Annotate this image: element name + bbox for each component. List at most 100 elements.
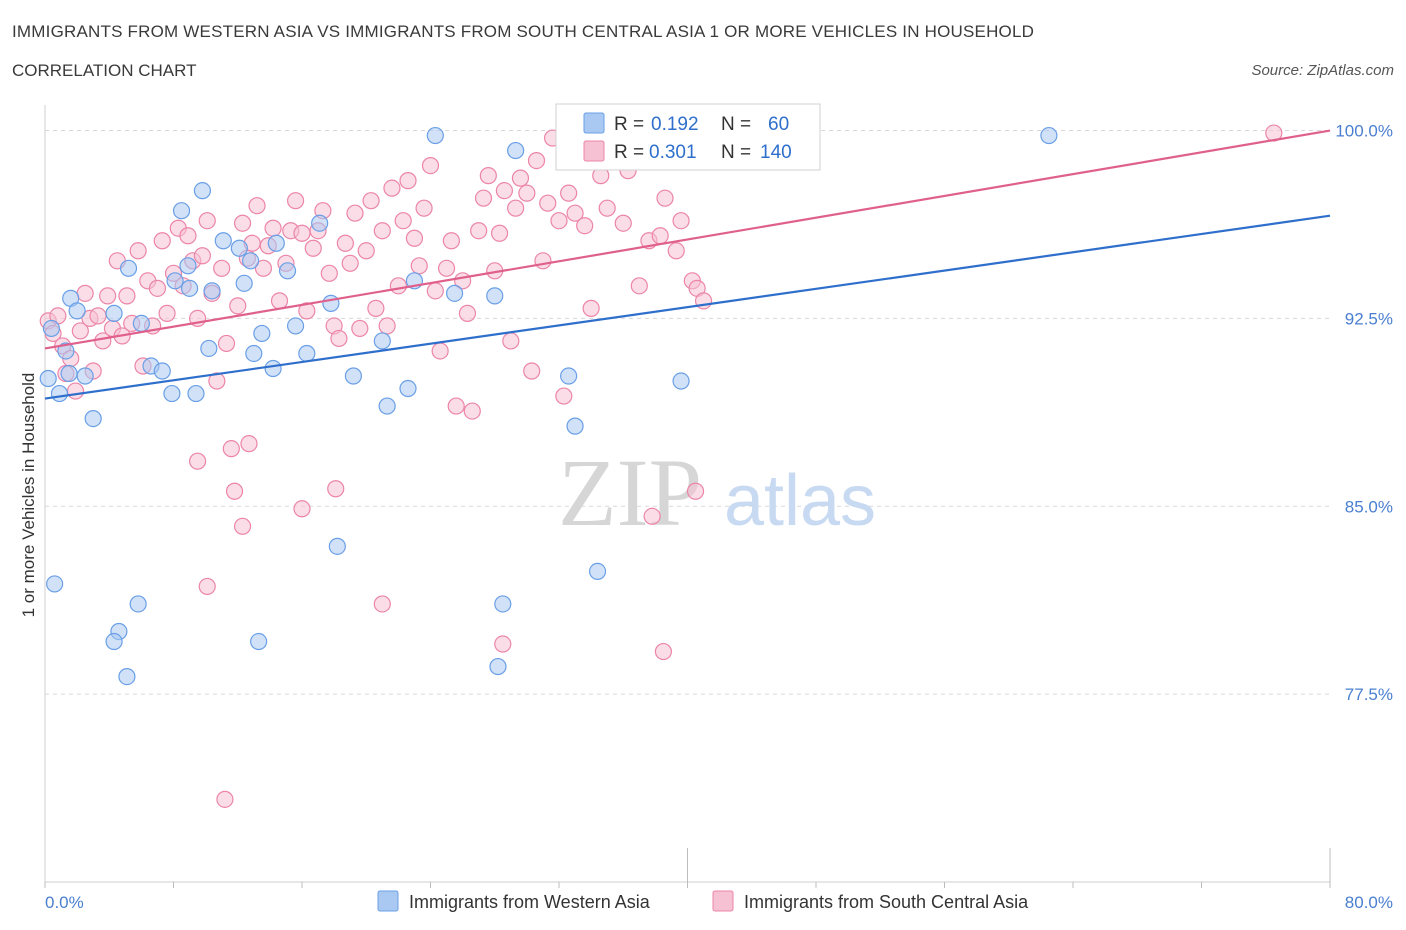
point-western-asia: [267, 234, 285, 252]
point-south-central-asia: [188, 452, 207, 470]
point-western-asia: [445, 284, 464, 302]
point-south-central-asia: [336, 234, 354, 252]
point-south-central-asia: [431, 342, 449, 360]
point-south-central-asia: [511, 169, 530, 187]
point-south-central-asia: [667, 242, 685, 260]
point-south-central-asia: [233, 214, 252, 232]
watermark: ZIP atlas: [558, 439, 876, 546]
point-south-central-asia: [320, 264, 338, 282]
point-western-asia: [105, 304, 123, 322]
point-south-central-asia: [389, 277, 407, 295]
point-western-asia: [166, 272, 184, 290]
legend-r-label-1: R =: [614, 114, 644, 135]
point-south-central-asia: [216, 790, 234, 808]
point-western-asia: [230, 239, 248, 257]
point-south-central-asia: [153, 232, 171, 250]
point-western-asia: [588, 562, 607, 580]
point-south-central-asia: [458, 304, 477, 322]
point-western-asia: [328, 537, 346, 555]
point-western-asia: [311, 214, 329, 232]
point-western-asia: [378, 397, 396, 415]
chart-title: IMMIGRANTS FROM WESTERN ASIA VS IMMIGRAN…: [12, 22, 1035, 41]
point-south-central-asia: [502, 332, 520, 350]
series-label-western-asia: Immigrants from Western Asia: [409, 892, 651, 912]
point-south-central-asia: [222, 440, 240, 458]
point-south-central-asia: [523, 362, 541, 380]
point-western-asia: [153, 362, 171, 380]
point-western-asia: [560, 367, 578, 385]
point-south-central-asia: [148, 279, 167, 297]
point-western-asia: [187, 384, 205, 403]
point-western-asia: [76, 367, 94, 385]
series-legend: Immigrants from Western Asia Immigrants …: [377, 890, 1029, 912]
point-south-central-asia: [447, 397, 465, 415]
point-western-asia: [193, 182, 212, 200]
point-western-asia: [672, 372, 690, 390]
point-south-central-asia: [367, 299, 385, 317]
point-south-central-asia: [534, 252, 552, 270]
point-western-asia: [200, 339, 218, 358]
point-south-central-asia: [71, 322, 89, 340]
point-south-central-asia: [560, 184, 578, 202]
point-western-asia: [235, 274, 253, 292]
point-south-central-asia: [357, 242, 375, 260]
point-western-asia: [118, 667, 136, 686]
point-south-central-asia: [399, 172, 417, 190]
legend-n-label-2: N =: [721, 142, 751, 163]
point-south-central-asia: [566, 204, 584, 222]
point-western-asia: [180, 279, 199, 297]
point-south-central-asia: [672, 212, 690, 230]
point-south-central-asia: [495, 182, 513, 200]
axes: [44, 105, 1331, 888]
point-western-asia: [242, 252, 260, 270]
point-south-central-asia: [373, 222, 391, 240]
point-south-central-asia: [346, 204, 364, 222]
point-south-central-asia: [463, 402, 481, 420]
point-south-central-asia: [614, 214, 632, 232]
point-western-asia: [84, 409, 102, 428]
point-western-asia: [129, 595, 147, 613]
point-south-central-asia: [539, 194, 557, 212]
point-western-asia: [489, 657, 507, 676]
point-south-central-asia: [470, 222, 488, 240]
point-south-central-asia: [198, 577, 216, 596]
point-south-central-asia: [555, 387, 573, 405]
point-western-asia: [60, 364, 78, 383]
point-south-central-asia: [304, 239, 322, 257]
point-western-asia: [566, 417, 584, 435]
legend-r-value-2: 0.301: [649, 142, 697, 163]
point-south-central-asia: [240, 435, 258, 453]
point-western-asia: [426, 126, 444, 145]
x-tick-label-end: 80.0%: [1345, 893, 1393, 912]
point-western-asia: [1040, 126, 1058, 145]
legend-swatch-western-asia: [583, 112, 605, 134]
point-western-asia: [203, 282, 221, 300]
point-south-central-asia: [327, 480, 345, 498]
stats-legend: R = 0.192 N = 60 R = 0.301 N = 140: [555, 103, 821, 171]
trend-lines: [44, 129, 1331, 400]
point-western-asia: [278, 262, 297, 280]
point-south-central-asia: [198, 212, 216, 230]
point-western-asia: [298, 344, 316, 363]
point-south-central-asia: [410, 257, 428, 275]
legend-n-label-1: N =: [721, 114, 751, 135]
y-tick-label: 85.0%: [1345, 497, 1393, 516]
point-south-central-asia: [286, 192, 305, 210]
y-axis-label: 1 or more Vehicles in Household: [19, 373, 38, 618]
legend-n-value-2: 140: [760, 142, 792, 163]
point-south-central-asia: [582, 299, 600, 317]
point-south-central-asia: [656, 189, 674, 207]
point-south-central-asia: [229, 297, 247, 315]
point-south-central-asia: [490, 224, 509, 242]
point-south-central-asia: [233, 517, 252, 535]
point-western-asia: [245, 344, 263, 363]
point-western-asia: [119, 259, 138, 277]
y-tick-label: 92.5%: [1345, 309, 1393, 328]
point-western-asia: [132, 314, 150, 333]
point-western-asia: [486, 287, 504, 305]
point-south-central-asia: [479, 167, 497, 185]
point-south-central-asia: [643, 507, 661, 525]
point-western-asia: [253, 324, 271, 343]
series-label-south-central-asia: Immigrants from South Central Asia: [744, 892, 1029, 912]
point-western-asia: [39, 369, 57, 388]
